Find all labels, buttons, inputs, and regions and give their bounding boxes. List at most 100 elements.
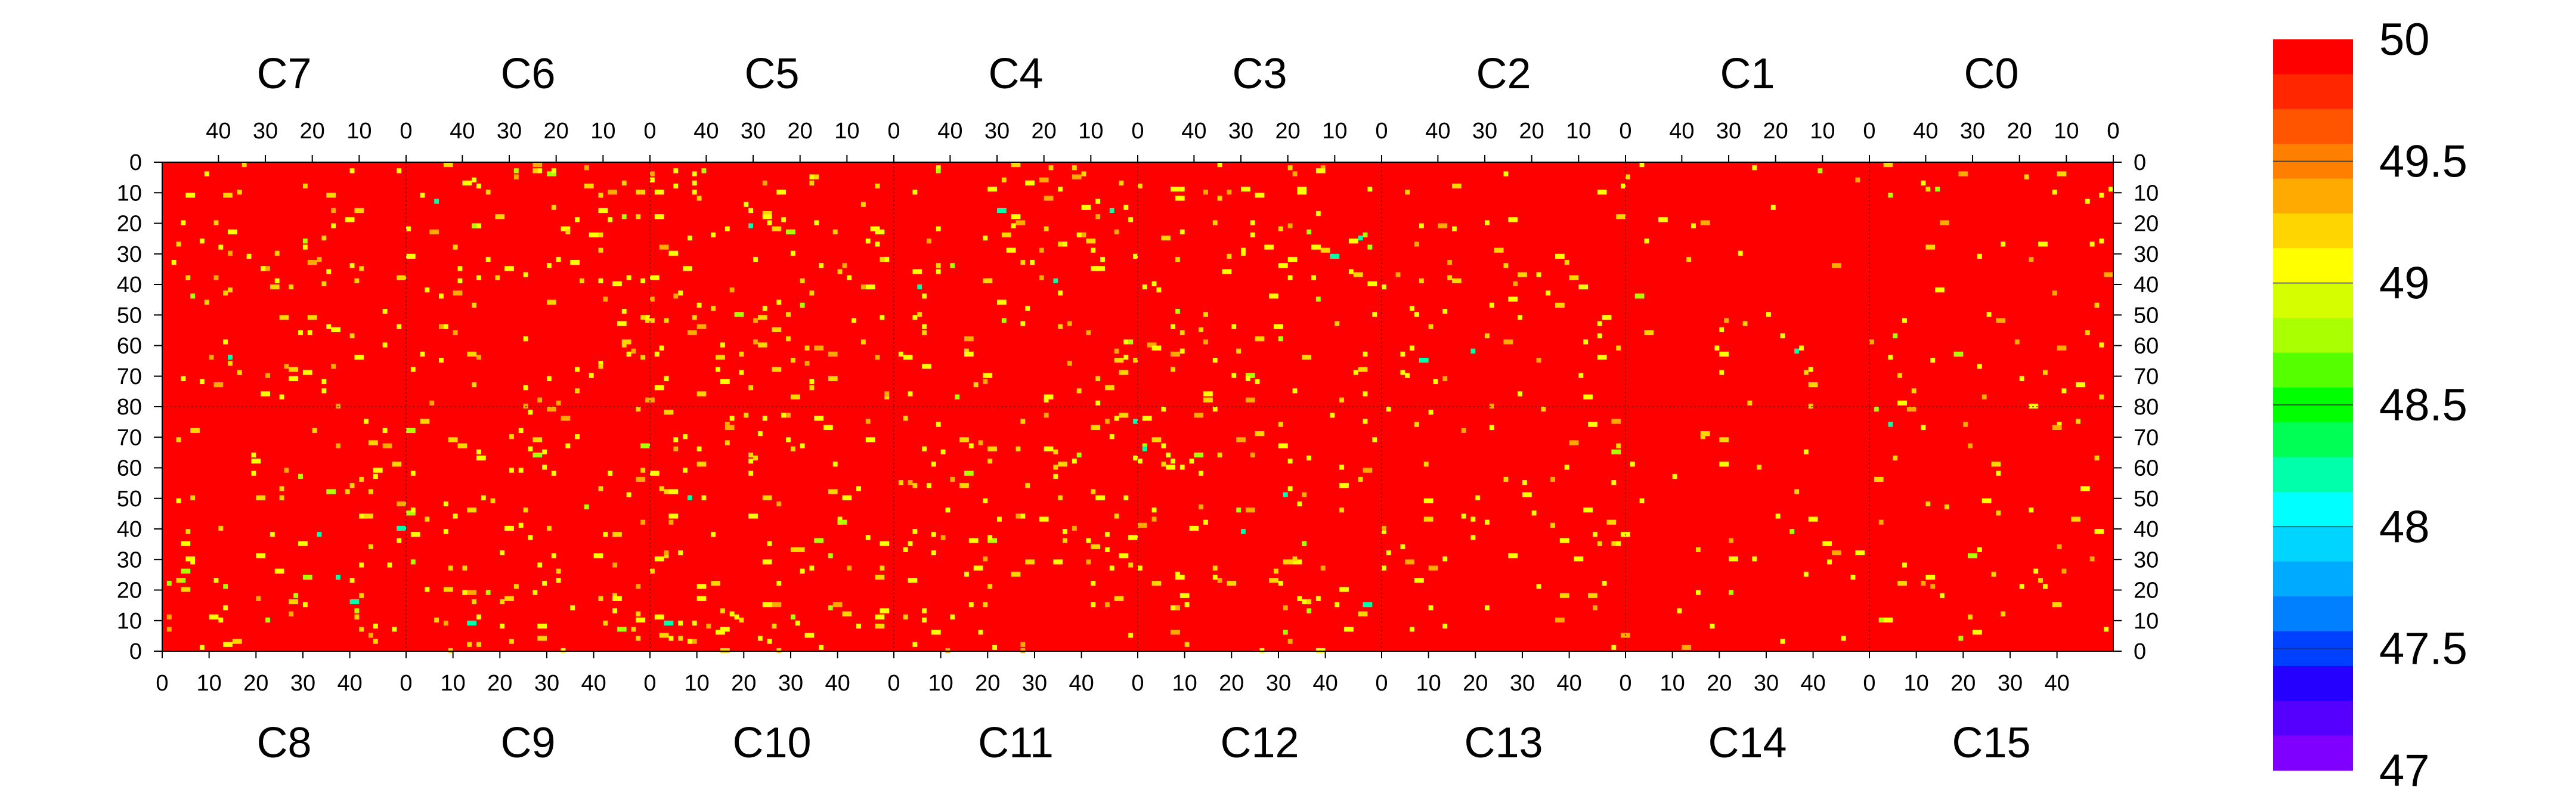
heatmap-pixel [425,587,430,592]
colorbar-segment [2273,422,2353,458]
heatmap-pixel [1335,602,1340,608]
heatmap-pixel [757,431,763,436]
heatmap-pixel [1611,541,1621,546]
top-column-tick-label: 40 [1669,119,1694,144]
chip-label-c8: C8 [256,719,311,767]
heatmap-pixel [420,351,425,357]
heatmap-pixel [1278,226,1283,231]
heatmap-pixel [1297,190,1307,195]
heatmap-pixel [1485,220,1490,225]
heatmap-pixel [2057,422,2062,427]
heatmap-pixel [762,305,767,311]
heatmap-pixel [443,587,453,592]
heatmap-pixel [1883,617,1893,623]
top-column-tick-label: 30 [1960,119,1985,144]
bottom-column-tick-label: 40 [581,671,606,696]
heatmap-pixel [1142,284,1147,290]
heatmap-pixel [176,437,181,442]
heatmap-pixel [1419,358,1429,363]
heatmap-pixel [551,168,556,174]
heatmap-pixel [664,376,669,381]
heatmap-pixel [336,443,340,448]
heatmap-pixel [1217,578,1222,583]
heatmap-pixel [1269,578,1278,583]
heatmap-pixel [781,413,787,418]
heatmap-pixel [748,459,754,464]
heatmap-pixel [762,211,772,216]
heatmap-pixel [603,532,608,537]
heatmap-pixel [1297,501,1302,507]
heatmap-pixel [472,599,476,605]
heatmap-pixel [968,443,974,448]
heatmap-pixel [1330,413,1335,418]
colorbar-segment [2273,457,2353,493]
top-column-tick-label: 30 [1472,119,1497,144]
heatmap-pixel [724,422,730,427]
chip-label-c7: C7 [256,50,311,98]
heatmap-pixel [608,190,617,195]
heatmap-pixel [439,324,444,329]
heatmap-pixel [1470,516,1476,522]
heatmap-pixel [762,495,772,500]
heatmap-pixel [256,553,266,559]
heatmap-pixel [298,541,308,546]
heatmap-pixel [621,339,631,345]
heatmap-pixel [397,538,402,543]
heatmap-pixel [1030,260,1035,265]
heatmap-pixel [185,556,196,562]
heatmap-pixel [1503,476,1509,482]
heatmap-pixel [373,468,383,473]
bottom-column-tick-label: 10 [1172,671,1197,696]
bottom-column-tick-label: 0 [400,671,412,696]
heatmap-pixel [1878,617,1884,623]
right-row-tick-label: 50 [2134,303,2159,328]
heatmap-pixel [1151,437,1162,442]
heatmap-pixel [1287,256,1298,262]
heatmap-pixel [603,296,608,302]
heatmap-pixel [711,532,716,537]
heatmap-pixel [199,645,205,650]
heatmap-pixel [748,470,754,476]
heatmap-pixel [181,568,191,574]
heatmap-pixel [860,339,866,345]
heatmap-pixel [1414,422,1419,427]
heatmap-pixel [2109,187,2113,192]
right-row-tick-label: 10 [2134,181,2159,206]
heatmap-pixel [1897,400,1907,405]
heatmap-pixel [1058,462,1068,467]
heatmap-pixel [1405,559,1415,565]
heatmap-pixel [1400,544,1405,549]
heatmap-pixel [696,302,702,308]
heatmap-pixel [326,269,332,274]
heatmap-pixel [1161,462,1166,467]
heatmap-pixel [678,620,683,626]
colorbar-label: 47.5 [2379,624,2467,674]
heatmap-pixel [1114,358,1124,363]
heatmap-pixel [800,443,805,448]
heatmap-pixel [612,532,622,537]
heatmap-pixel [1245,397,1255,403]
heatmap-pixel [500,623,505,629]
heatmap-pixel [302,239,308,244]
heatmap-pixel [1114,416,1119,421]
heatmap-pixel [237,190,242,195]
heatmap-pixel [828,489,838,494]
heatmap-pixel [922,324,927,329]
heatmap-pixel [1564,260,1569,265]
bottom-column-tick-label: 20 [1463,671,1488,696]
heatmap-pixel [781,217,787,222]
heatmap-pixel [626,351,631,357]
heatmap-pixel [809,174,815,179]
heatmap-pixel [406,226,411,231]
heatmap-pixel [1935,287,1945,293]
right-row-tick-label: 40 [2134,517,2159,542]
top-column-tick-label: 10 [590,119,615,144]
heatmap-pixel [1255,193,1265,198]
heatmap-pixel [251,470,256,476]
heatmap-pixel [621,342,627,348]
heatmap-pixel [1212,574,1218,580]
heatmap-pixel [274,278,280,283]
bottom-column-tick-label: 30 [1998,671,2023,696]
heatmap-pixel [640,315,646,320]
heatmap-pixel [2076,419,2080,424]
